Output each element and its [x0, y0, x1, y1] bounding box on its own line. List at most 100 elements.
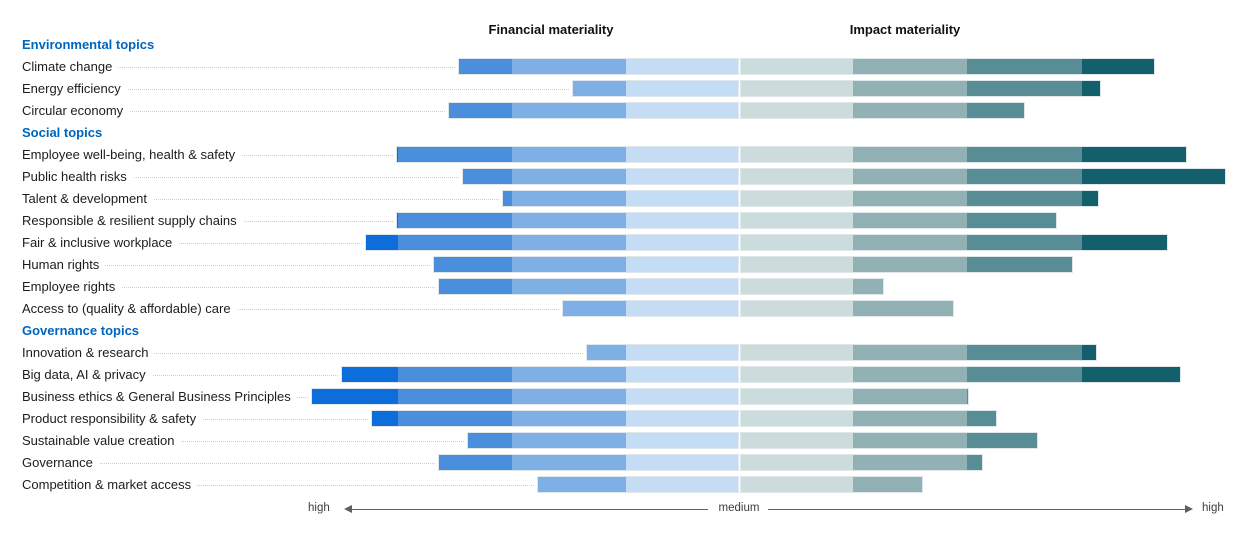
impact-bar: [741, 169, 1225, 184]
bar-segment: [512, 213, 626, 228]
bar-segment: [626, 213, 738, 228]
bar-segment: [967, 345, 1082, 360]
topic-row: Human rights: [0, 254, 1250, 276]
bar-segment: [967, 455, 982, 470]
bar-segment: [967, 389, 968, 404]
bar-segment: [1082, 191, 1098, 206]
bar-segment: [1082, 345, 1096, 360]
bar-segment: [626, 301, 738, 316]
bar-segment: [1082, 169, 1225, 184]
topic-row: Employee well-being, health & safety: [0, 144, 1250, 166]
bar-segment: [853, 433, 967, 448]
bar-segment: [449, 103, 512, 118]
topic-row: Innovation & research: [0, 342, 1250, 364]
bar-segment: [853, 213, 967, 228]
impact-bar: [741, 389, 968, 404]
topic-row: Governance: [0, 452, 1250, 474]
bar-segment: [967, 81, 1082, 96]
financial-bar: [439, 455, 738, 470]
bar-segment: [853, 59, 967, 74]
financial-bar: [397, 213, 738, 228]
bar-segment: [512, 279, 626, 294]
bar-segment: [512, 433, 626, 448]
bar-segment: [853, 257, 967, 272]
bar-segment: [626, 147, 738, 162]
impact-bar: [741, 367, 1180, 382]
topic-row: Responsible & resilient supply chains: [0, 210, 1250, 232]
bar-segment: [626, 345, 738, 360]
topic-label: Responsible & resilient supply chains: [22, 210, 243, 232]
topic-label: Product responsibility & safety: [22, 408, 202, 430]
bar-segment: [512, 169, 626, 184]
bar-segment: [967, 103, 1024, 118]
financial-bar: [463, 169, 738, 184]
topic-label: Business ethics & General Business Princ…: [22, 386, 297, 408]
bar-segment: [741, 433, 853, 448]
topic-label: Human rights: [22, 254, 105, 276]
topic-label: Climate change: [22, 56, 118, 78]
bar-segment: [626, 235, 738, 250]
financial-bar: [587, 345, 738, 360]
financial-bar: [342, 367, 738, 382]
bar-segment: [853, 411, 967, 426]
bar-segment: [967, 147, 1082, 162]
financial-bar: [538, 477, 738, 492]
bar-segment: [587, 345, 626, 360]
financial-bar: [459, 59, 738, 74]
impact-bar: [741, 345, 1096, 360]
impact-bar: [741, 235, 1167, 250]
axis-label-medium: medium: [714, 502, 764, 514]
bar-segment: [563, 301, 626, 316]
impact-bar: [741, 191, 1098, 206]
bar-segment: [967, 235, 1082, 250]
impact-bar: [741, 279, 883, 294]
topic-label: Talent & development: [22, 188, 153, 210]
bar-segment: [512, 455, 626, 470]
bar-segment: [853, 389, 967, 404]
topic-row: Energy efficiency: [0, 78, 1250, 100]
bar-segment: [741, 191, 853, 206]
bar-segment: [967, 213, 1056, 228]
impact-bar: [741, 477, 922, 492]
bar-segment: [573, 81, 626, 96]
bar-segment: [1082, 367, 1180, 382]
bar-segment: [853, 81, 967, 96]
bar-segment: [626, 389, 738, 404]
bar-segment: [1082, 147, 1186, 162]
financial-bar: [563, 301, 738, 316]
topic-row: Sustainable value creation: [0, 430, 1250, 452]
bar-segment: [372, 411, 398, 426]
impact-bar: [741, 257, 1072, 272]
topic-row: Big data, AI & privacy: [0, 364, 1250, 386]
impact-bar: [741, 411, 996, 426]
bar-segment: [398, 411, 512, 426]
bar-segment: [741, 389, 853, 404]
bar-segment: [741, 367, 853, 382]
financial-bar: [449, 103, 738, 118]
bar-segment: [468, 433, 512, 448]
bar-segment: [967, 169, 1082, 184]
topic-label: Circular economy: [22, 100, 129, 122]
group-header: Environmental topics: [22, 34, 154, 56]
topic-label: Access to (quality & affordable) care: [22, 298, 237, 320]
axis-line-left: [351, 509, 708, 510]
bar-segment: [626, 169, 738, 184]
bar-segment: [853, 345, 967, 360]
bar-segment: [512, 191, 626, 206]
bar-segment: [398, 389, 512, 404]
topic-row: Employee rights: [0, 276, 1250, 298]
topic-label: Employee rights: [22, 276, 121, 298]
financial-bar: [372, 411, 738, 426]
axis-label-high-left: high: [308, 502, 330, 514]
bar-segment: [1082, 235, 1167, 250]
financial-bar: [366, 235, 738, 250]
financial-materiality-header: Financial materiality: [451, 22, 651, 37]
topic-label: Employee well-being, health & safety: [22, 144, 241, 166]
impact-materiality-header: Impact materiality: [805, 22, 1005, 37]
bar-segment: [398, 367, 512, 382]
bar-segment: [1082, 59, 1154, 74]
bar-segment: [512, 411, 626, 426]
bar-segment: [626, 191, 738, 206]
bar-segment: [1082, 81, 1100, 96]
financial-bar: [434, 257, 738, 272]
